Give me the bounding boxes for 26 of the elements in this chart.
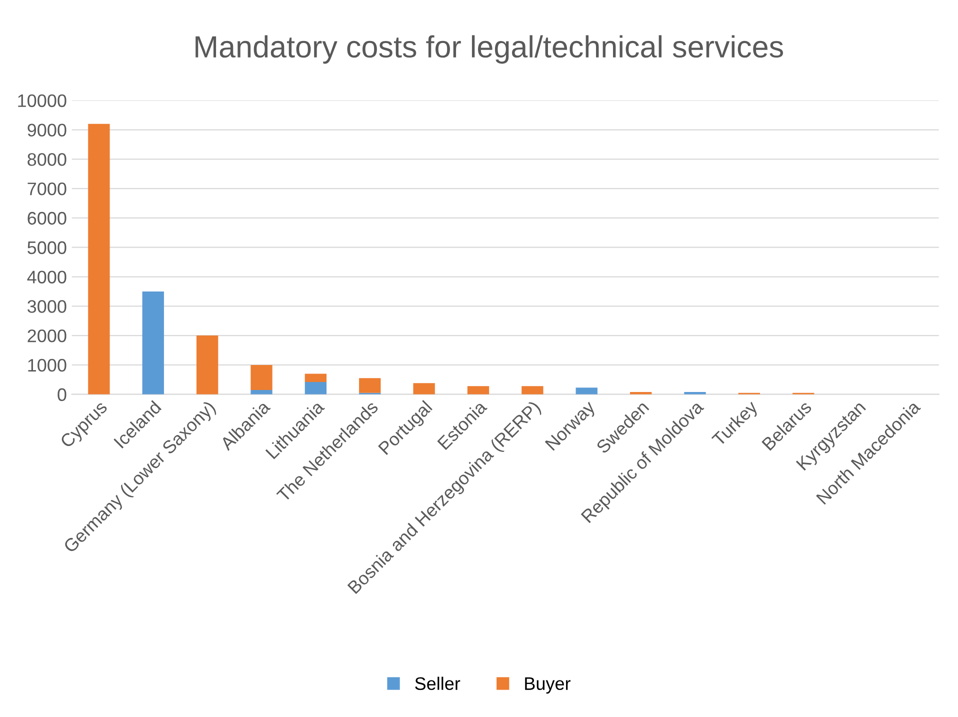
y-tick-label: 4000 — [27, 270, 66, 284]
bar — [88, 124, 110, 394]
bar — [142, 291, 164, 394]
y-tick-label: 3000 — [28, 300, 66, 313]
y-tick-label: 6000 — [28, 212, 66, 225]
y-tick-label: 7000 — [28, 182, 66, 196]
y-tick-label: 8000 — [28, 153, 66, 166]
bar — [196, 336, 218, 394]
legend-label: Buyer — [525, 677, 571, 694]
chart-title: Mandatory costs for legal/technical services — [196, 35, 783, 64]
y-tick-label: 9000 — [28, 124, 66, 136]
bar — [522, 386, 544, 394]
bar — [304, 382, 327, 394]
bar — [576, 388, 598, 394]
bar — [304, 374, 327, 382]
bar — [359, 378, 381, 393]
y-tick-label: 1000 — [28, 358, 66, 372]
bar — [250, 364, 272, 390]
y-tick-label: 0 — [58, 388, 66, 402]
bar — [250, 390, 272, 394]
legend-label: Seller — [415, 676, 460, 690]
bar — [413, 383, 435, 394]
y-tick-label: 10000 — [18, 94, 66, 108]
bar — [467, 386, 490, 394]
y-tick-label: 2000 — [28, 329, 66, 342]
y-tick-label: 5000 — [28, 241, 66, 254]
